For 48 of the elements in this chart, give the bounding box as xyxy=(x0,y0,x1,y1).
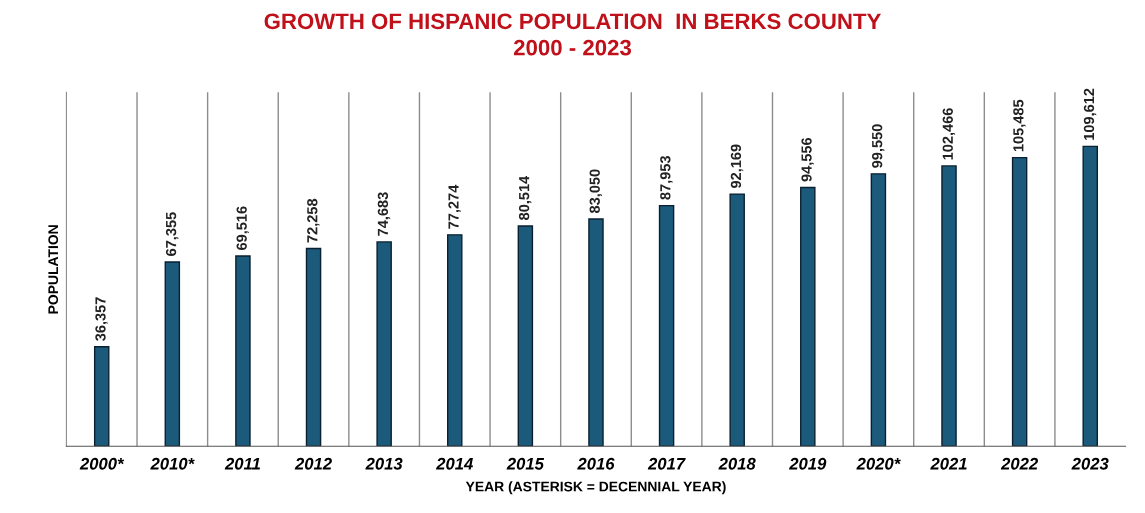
data-label: 105,485 xyxy=(1013,99,1026,152)
bar xyxy=(1082,145,1098,447)
bar xyxy=(1011,156,1028,447)
x-tick-label: 2014 xyxy=(435,457,474,470)
data-label: 69,516 xyxy=(236,206,249,250)
x-tick-label: 2000* xyxy=(79,457,125,470)
y-axis-title: POPULATION xyxy=(48,225,59,314)
data-label: 92,169 xyxy=(730,144,744,189)
x-tick-label: 2018 xyxy=(718,457,756,470)
x-tick-label: 2022 xyxy=(1000,457,1038,470)
x-axis-title: YEAR (ASTERISK = DECENNIAL YEAR) xyxy=(465,481,726,495)
data-label: 102,466 xyxy=(942,108,956,160)
data-label: 74,683 xyxy=(377,192,391,236)
x-tick-label: 2021 xyxy=(930,457,967,470)
data-label: 77,274 xyxy=(448,184,461,229)
x-tick-label: 2017 xyxy=(647,457,686,470)
x-tick-label: 2015 xyxy=(506,457,545,470)
bar xyxy=(800,186,816,447)
bar xyxy=(376,241,392,447)
data-label: 99,550 xyxy=(871,124,885,168)
bar xyxy=(658,204,675,447)
data-label: 109,612 xyxy=(1083,88,1097,140)
x-tick-label: 2013 xyxy=(365,457,403,470)
x-tick-label: 2019 xyxy=(789,457,827,470)
bar xyxy=(870,173,887,447)
data-label: 83,050 xyxy=(589,169,602,214)
x-tick-label: 2012 xyxy=(294,457,332,470)
bar xyxy=(235,255,251,447)
x-tick-label: 2020* xyxy=(856,457,901,470)
x-tick-label: 2016 xyxy=(577,457,615,470)
data-label: 94,556 xyxy=(801,137,814,182)
data-label: 72,258 xyxy=(307,198,320,243)
bar xyxy=(93,346,110,447)
x-tick-label: 2010* xyxy=(150,457,195,470)
data-label: 67,355 xyxy=(165,212,179,256)
bar xyxy=(305,247,322,447)
bar xyxy=(517,225,534,447)
data-label: 36,357 xyxy=(95,297,108,341)
x-tick-label: 2023 xyxy=(1071,457,1109,470)
bar xyxy=(588,218,604,447)
chart-title: GROWTH OF HISPANIC POPULATION IN BERKS COUNTY 2000 - 2023 xyxy=(264,13,881,56)
x-tick-label: 2011 xyxy=(224,457,260,470)
bar xyxy=(446,234,463,447)
bar xyxy=(729,193,745,447)
data-label: 80,514 xyxy=(518,175,532,220)
data-label: 87,953 xyxy=(660,155,673,200)
bar xyxy=(164,261,181,447)
bar xyxy=(941,165,957,447)
